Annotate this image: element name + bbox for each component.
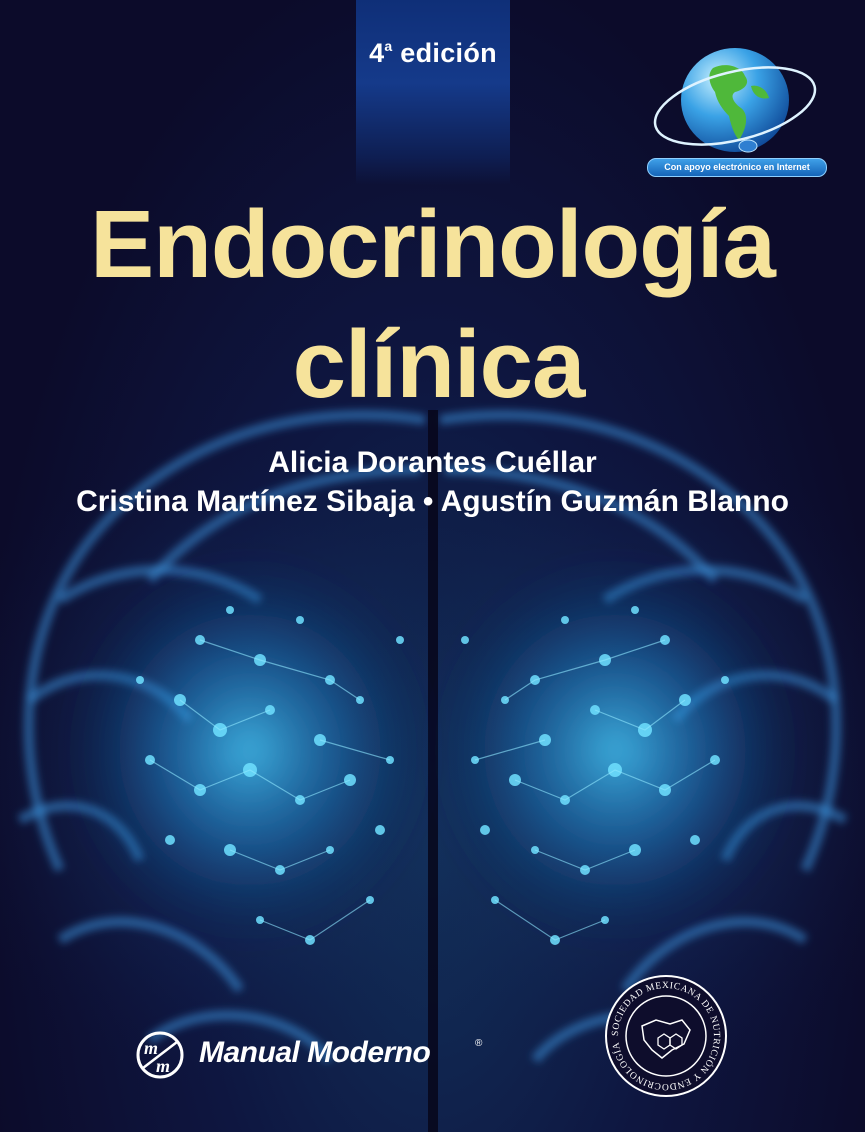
author-line1: Alicia Dorantes Cuéllar	[268, 446, 597, 479]
book-title-line2: clínica	[292, 311, 586, 418]
registered-mark: ®	[475, 1038, 483, 1049]
online-support-badge: Con apoyo electrónico en Internet	[643, 40, 828, 180]
svg-text:m: m	[156, 1056, 170, 1076]
manual-moderno-logo-icon: m m	[136, 1031, 184, 1079]
svg-text:m: m	[144, 1038, 158, 1058]
publisher-logo: m m Manual Moderno ®	[135, 1030, 495, 1080]
book-title-line1: Endocrinología	[90, 191, 776, 298]
edition-label: 4a edición	[369, 38, 497, 68]
author-line2: Cristina Martínez Sibaja • Agustín Guzmá…	[76, 485, 789, 518]
edition-tab	[356, 0, 510, 185]
globe-icon	[653, 48, 817, 153]
online-support-label: Con apoyo electrónico en Internet	[647, 158, 827, 177]
publisher-name: Manual Moderno	[199, 1036, 431, 1069]
society-seal-icon: SOCIEDAD MEXICANA DE NUTRICIÓN Y ENDOCRI…	[605, 975, 727, 1097]
